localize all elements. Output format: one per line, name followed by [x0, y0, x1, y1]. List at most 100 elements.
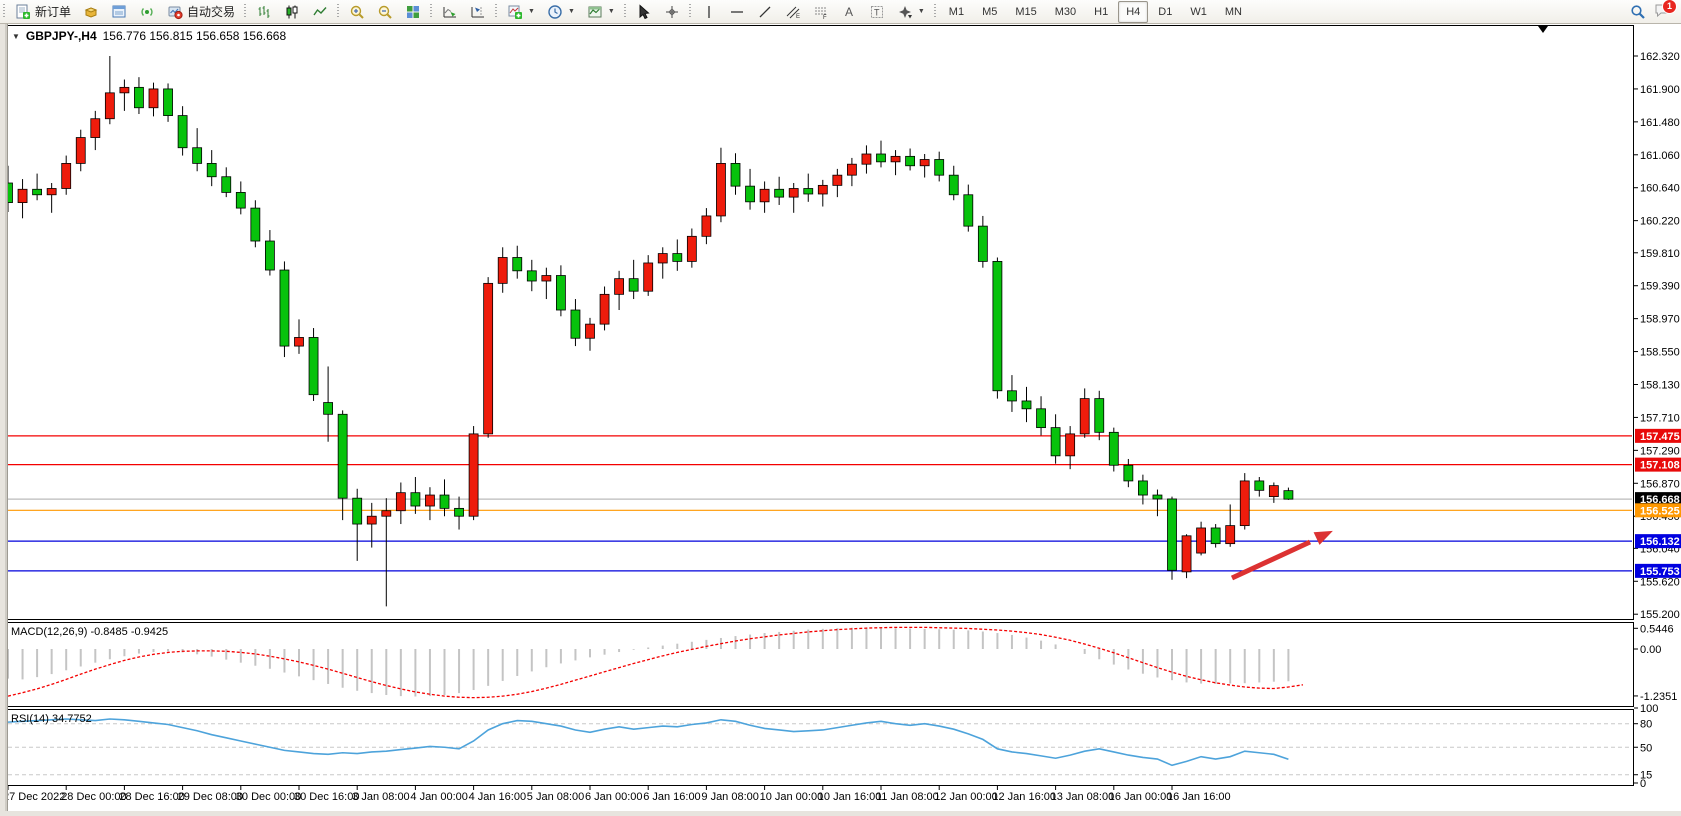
notification-button[interactable]: 1: [1654, 0, 1677, 21]
time-tick-label: 11 Jan 08:00: [876, 791, 939, 803]
candle: [8, 182, 13, 204]
toolbar-grip[interactable]: [932, 4, 937, 19]
candle: [134, 86, 144, 109]
trend-arrow[interactable]: [1230, 530, 1333, 581]
macd-pane: [7, 622, 1634, 707]
candle: [934, 159, 945, 176]
price-tick-label: 161.480: [1640, 117, 1680, 129]
tile-windows-button[interactable]: [399, 0, 427, 24]
time-tick-label: 29 Dec 08:00: [178, 791, 243, 803]
price-badge: [1635, 534, 1681, 549]
indicators-button[interactable]: ▼: [501, 0, 541, 24]
toolbar-grip[interactable]: [622, 4, 627, 19]
rsi-axis-label: 50: [1640, 742, 1652, 754]
candle: [847, 163, 857, 176]
line-chart-button[interactable]: [306, 0, 334, 24]
price-tick-label: 160.220: [1640, 216, 1680, 228]
timeframe-d1[interactable]: D1: [1158, 5, 1173, 18]
price-badge-label: 157.108: [1640, 460, 1680, 472]
time-tick-label: 5 Jan 08:00: [527, 791, 585, 803]
candlestick-button[interactable]: [278, 0, 306, 24]
trendline-button[interactable]: [751, 0, 779, 24]
zoom-out-button[interactable]: [371, 0, 399, 24]
chevron-down-icon: ▼: [607, 8, 615, 15]
bar-chart-button[interactable]: [250, 0, 278, 24]
candle: [556, 275, 566, 311]
text-button[interactable]: A: [835, 0, 863, 24]
price-tick-label: 159.390: [1640, 281, 1680, 293]
templates-button[interactable]: ▼: [581, 0, 621, 24]
price-tick-label: 160.640: [1640, 183, 1680, 195]
time-tick-label: 13 Jan 08:00: [1051, 791, 1115, 803]
vertical-line-button[interactable]: [695, 0, 723, 24]
toolbar-grip[interactable]: [429, 4, 434, 19]
candle: [410, 492, 421, 507]
vertical-line-icon: [708, 5, 710, 18]
toolbar-grip[interactable]: [2, 4, 6, 19]
new-order-label: 新订单: [35, 5, 72, 19]
candle: [716, 163, 726, 217]
candle: [454, 507, 464, 517]
timeframe-h4[interactable]: H4: [1118, 0, 1149, 23]
data-window-icon: [112, 5, 126, 17]
timeframe-m30[interactable]: M30: [1054, 5, 1077, 18]
candle: [948, 174, 959, 196]
timeframe-mn[interactable]: MN: [1224, 5, 1242, 18]
auto-trading-button[interactable]: 自动交易: [161, 0, 241, 24]
macd-signal-line: [8, 626, 1304, 699]
periods-button[interactable]: ▼: [541, 0, 581, 24]
time-tick-label: 10 Jan 16:00: [818, 791, 882, 803]
cursor-button[interactable]: [630, 0, 658, 24]
fibonacci-button[interactable]: F: [807, 0, 835, 24]
candle: [1138, 480, 1148, 496]
candle: [905, 155, 915, 167]
profiles-icon: [84, 6, 98, 18]
text-label-button[interactable]: T: [863, 0, 891, 24]
price-badge: [1635, 563, 1681, 578]
timeframe-w1[interactable]: W1: [1190, 5, 1207, 18]
candle: [1094, 398, 1105, 433]
text-label-icon: T: [870, 5, 883, 18]
arrows-button[interactable]: ▼: [891, 0, 931, 24]
time-tick-label: 28 Dec 16:00: [119, 791, 184, 803]
candle: [177, 115, 188, 149]
channel-button[interactable]: E: [779, 0, 807, 24]
candle: [774, 188, 785, 198]
candle: [32, 188, 42, 196]
macd-axis-label: 0.5446: [1640, 623, 1674, 635]
signal-button[interactable]: [133, 0, 161, 24]
crosshair-button[interactable]: [658, 0, 686, 24]
chart-canvas[interactable]: 162.320 161.900 161.480 161.060 160.640 160.2…: [0, 24, 1681, 811]
window-splitter[interactable]: [0, 24, 8, 811]
time-tick-label: 30 Dec 16:00: [294, 791, 359, 803]
toolbar-grip[interactable]: [687, 4, 692, 19]
chart-shift-marker[interactable]: [1538, 26, 1548, 33]
data-window-button[interactable]: [105, 0, 133, 24]
chevron-down-icon: ▼: [528, 8, 535, 15]
price-tick-label: 159.810: [1640, 248, 1680, 260]
chart-shift-button[interactable]: [464, 0, 492, 24]
price-badge-label: 156.132: [1640, 536, 1680, 548]
one-click-trading-toggle[interactable]: ▼: [12, 31, 20, 41]
search-icon[interactable]: [1630, 4, 1646, 20]
toolbar-grip[interactable]: [243, 4, 248, 19]
candle: [294, 337, 304, 347]
candle: [163, 88, 173, 116]
horizontal-line-button[interactable]: [723, 0, 751, 24]
candle: [1065, 433, 1076, 457]
auto-scroll-button[interactable]: [436, 0, 464, 24]
timeframe-m1[interactable]: M1: [948, 5, 965, 18]
timeframe-m5[interactable]: M5: [982, 5, 998, 18]
price-badge: [1635, 457, 1681, 472]
new-order-button[interactable]: 新订单: [9, 0, 77, 24]
candle: [512, 257, 523, 272]
profiles-button[interactable]: [77, 0, 105, 24]
toolbar-grip[interactable]: [494, 4, 499, 19]
zoom-in-button[interactable]: [343, 0, 371, 24]
candle: [250, 207, 261, 242]
toolbar-grip[interactable]: [336, 4, 341, 19]
price-badge: [1635, 492, 1681, 507]
timeframe-h1[interactable]: H1: [1094, 5, 1109, 18]
timeframe-m15[interactable]: M15: [1015, 5, 1037, 18]
price-tick-label: 157.710: [1640, 412, 1680, 424]
